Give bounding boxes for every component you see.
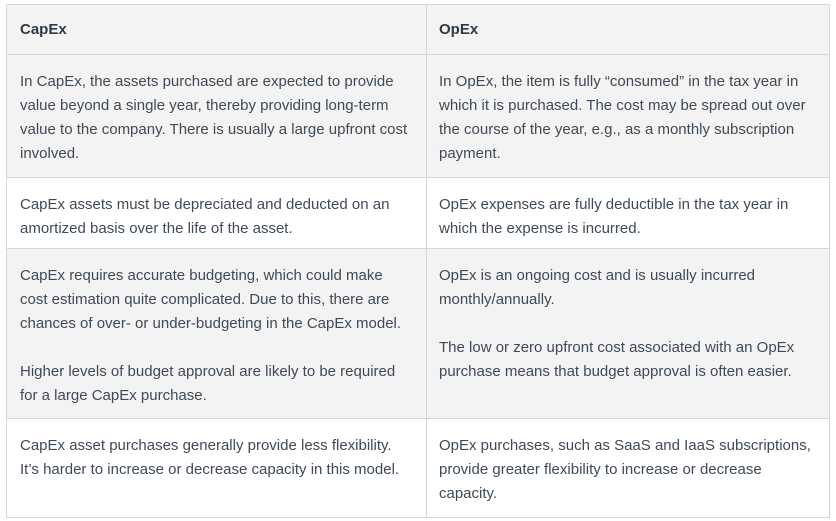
cell-text: OpEx purchases, such as SaaS and IaaS su… [439,437,811,502]
header-opex: OpEx [439,21,479,38]
cell-text: In OpEx, the item is fully “consumed” in… [439,73,806,162]
header-capex: CapEx [7,5,427,54]
opex-cell: OpEx purchases, such as SaaS and IaaS su… [427,419,829,517]
cell-text: In CapEx, the assets purchased are expec… [20,73,408,162]
table-row: CapEx asset purchases generally provide … [7,419,829,517]
cell-text: Higher levels of budget approval are lik… [20,363,396,404]
capex-opex-comparison-table: CapEx OpEx In CapEx, the assets purchase… [6,4,830,518]
capex-cell: CapEx assets must be depreciated and ded… [7,178,427,248]
table-header-row: CapEx OpEx [7,5,829,55]
cell-text: CapEx requires accurate budgeting, which… [20,267,402,332]
cell-text: CapEx asset purchases generally provide … [20,437,400,478]
cell-text: The low or zero upfront cost associated … [439,339,795,380]
cell-text: CapEx assets must be depreciated and ded… [20,196,390,237]
opex-cell: In OpEx, the item is fully “consumed” in… [427,55,829,177]
cell-text: OpEx is an ongoing cost and is usually i… [439,267,756,308]
cell-text: OpEx expenses are fully deductible in th… [439,196,789,237]
capex-cell: CapEx asset purchases generally provide … [7,419,427,517]
opex-cell: OpEx is an ongoing cost and is usually i… [427,249,829,418]
table-row: CapEx requires accurate budgeting, which… [7,249,829,419]
capex-cell: In CapEx, the assets purchased are expec… [7,55,427,177]
table-row: CapEx assets must be depreciated and ded… [7,178,829,249]
opex-cell: OpEx expenses are fully deductible in th… [427,178,829,248]
capex-cell: CapEx requires accurate budgeting, which… [7,249,427,418]
table-row: In CapEx, the assets purchased are expec… [7,55,829,178]
